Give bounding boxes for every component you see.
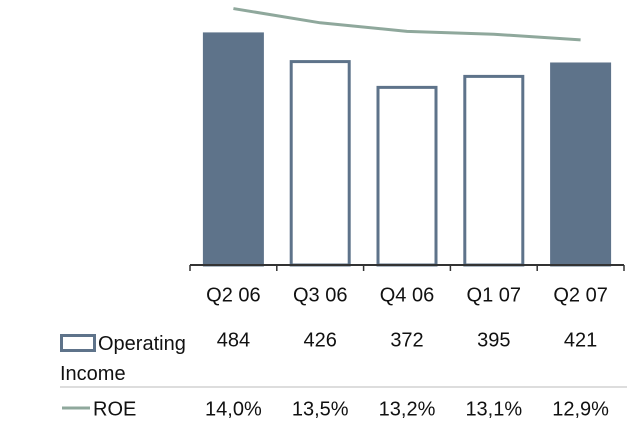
bar (376, 85, 438, 267)
x-tick-label: Q1 07 (467, 284, 521, 306)
table-value: 13,1% (465, 398, 522, 420)
table-value: 421 (564, 329, 597, 351)
table-value: 14,0% (205, 398, 262, 420)
legend-icon (60, 334, 96, 352)
table-value: 13,2% (379, 398, 436, 420)
table-value: 13,5% (292, 398, 349, 420)
table-value: 426 (304, 329, 337, 351)
table-value: 395 (477, 329, 510, 351)
x-tick-label: Q2 06 (206, 284, 260, 306)
legend-label: Operating Income (60, 333, 186, 385)
bar (463, 74, 525, 267)
bar (289, 60, 351, 267)
x-tick-label: Q4 06 (380, 284, 434, 306)
x-tick-label: Q3 06 (293, 284, 347, 306)
legend-label: ROE (93, 398, 136, 420)
table-value: 372 (390, 329, 423, 351)
bar (550, 62, 612, 267)
table-value: 12,9% (552, 398, 609, 420)
bar (202, 32, 264, 267)
x-tick-label: Q2 07 (553, 284, 607, 306)
roe-line (233, 7, 581, 42)
table-value: 484 (217, 329, 250, 351)
legend-operating-income: Operating Income (60, 329, 195, 389)
